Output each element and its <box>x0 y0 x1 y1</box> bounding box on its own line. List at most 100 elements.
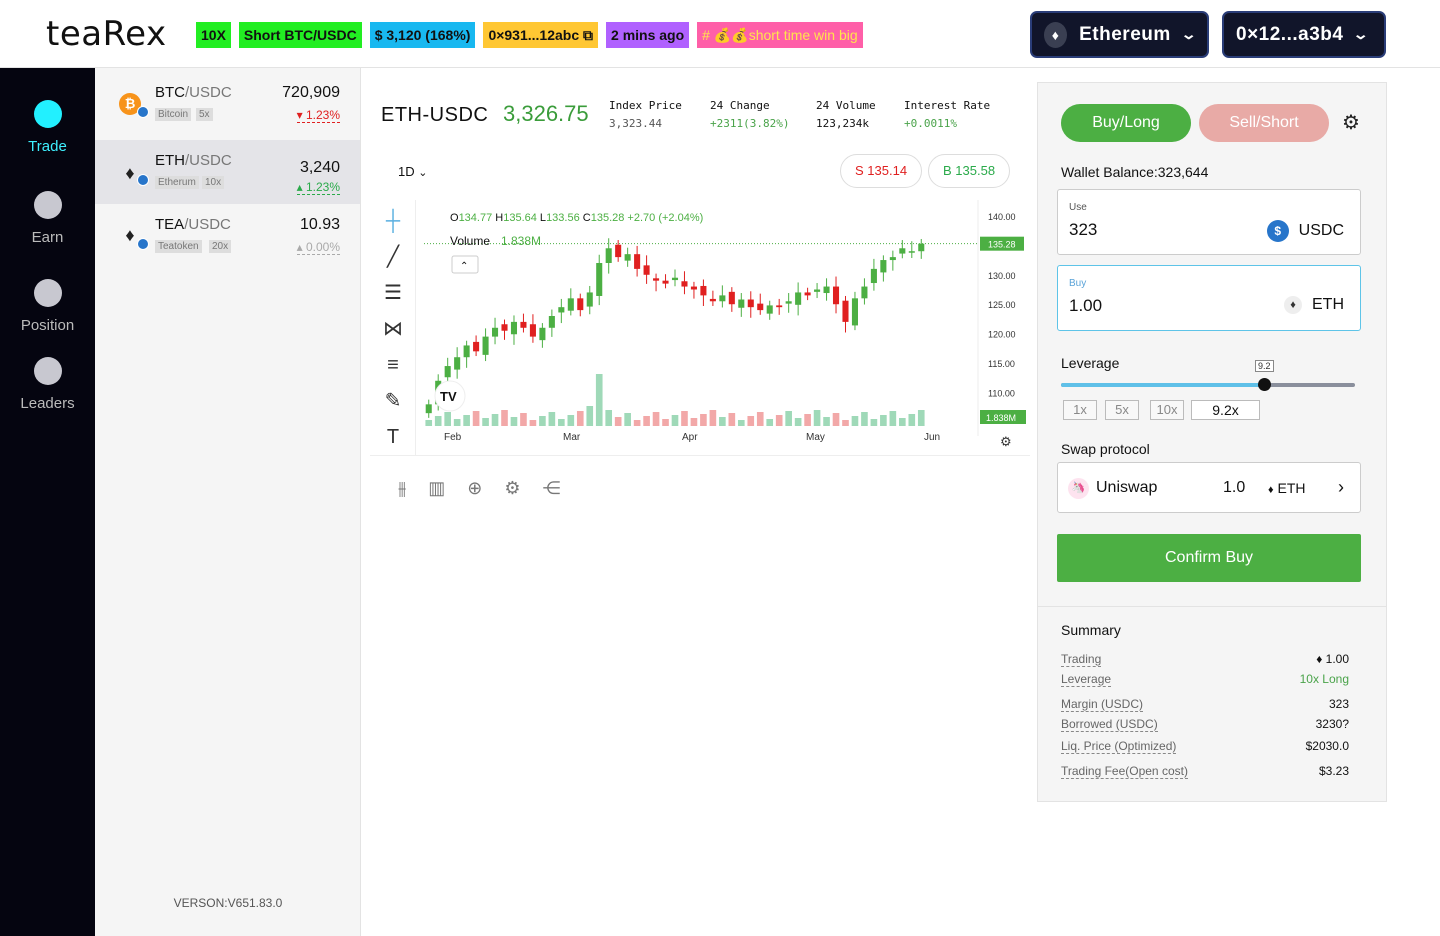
swap-protocol-selector[interactable]: 🦄 Uniswap 1.0 ♦ ETH › <box>1057 462 1361 513</box>
nav-label: Position <box>20 317 75 334</box>
price-chart[interactable]: ┼ ╱ ☰ ⋈ ≡ ✎ T 140.00135.00130.00125.0012… <box>370 200 1030 456</box>
sell-price-button[interactable]: S 135.14 <box>840 154 923 188</box>
summary-row-liq-price: Liq. Price (Optimized) $2030.0 <box>1061 739 1349 754</box>
summary-row-leverage: Leverage 10x Long <box>1061 672 1349 687</box>
indicators-icon[interactable]: ⫵ <box>398 478 407 498</box>
usdc-icon <box>137 174 149 186</box>
buy-long-tab[interactable]: Buy/Long <box>1061 104 1191 142</box>
share-icon[interactable]: ⋲ <box>542 478 561 498</box>
ticker-address-tag[interactable]: 0×931...12abc ⧉ <box>483 22 599 48</box>
forecast-icon[interactable]: ≡ <box>387 354 399 376</box>
trend-line-icon[interactable]: ╱ <box>386 246 400 268</box>
volume-bar <box>624 413 631 426</box>
crosshair-icon[interactable]: ┼ <box>385 210 401 232</box>
external-link-icon[interactable]: ⧉ <box>583 27 594 43</box>
ticker-promo-tag: # 💰💰short time win big <box>697 22 863 48</box>
pair-name: TEA/USDC <box>155 216 231 233</box>
nav-leaders[interactable]: Leaders <box>0 357 95 412</box>
position-icon <box>33 279 62 307</box>
candle-body <box>766 305 773 314</box>
left-nav: Trade Earn Position Leaders <box>0 68 95 936</box>
buy-amount-field[interactable]: Buy ♦ETH <box>1057 265 1361 331</box>
candle-body <box>747 299 754 308</box>
buy-amount-input[interactable] <box>1069 296 1229 316</box>
candlestick-plot[interactable]: 140.00135.00130.00125.00120.00115.00110.… <box>370 200 1030 456</box>
volume-bar <box>652 412 660 426</box>
logo[interactable]: teaRex <box>46 14 167 54</box>
add-circle-icon[interactable]: ⊕ <box>467 478 483 498</box>
chevron-down-icon: ⌄ <box>418 167 428 179</box>
volume-bar <box>491 414 499 426</box>
candle-body <box>842 300 849 322</box>
timeframe-selector[interactable]: 1D ⌄ <box>398 164 428 179</box>
bar-chart-icon[interactable]: ▥ <box>428 478 446 498</box>
market-symbol: ETH-USDC <box>381 104 489 126</box>
network-selector[interactable]: ♦ Ethereum ⌄ <box>1030 11 1209 58</box>
leverage-slider[interactable] <box>1061 378 1355 391</box>
candle-body <box>653 278 660 281</box>
candle-body <box>596 263 603 296</box>
last-price: 3,326.75 <box>503 101 589 126</box>
brush-icon[interactable]: ✎ <box>384 390 402 412</box>
volume-bar <box>595 374 603 426</box>
buy-price-button[interactable]: B 135.58 <box>928 154 1011 188</box>
volume-bar <box>662 419 669 426</box>
pair-item-btc[interactable]: ₿ BTC/USDC Bitcoin 5x 720,909 ▾ 1.23% <box>95 72 360 132</box>
volume-bar <box>520 413 527 426</box>
candle-body <box>918 243 925 252</box>
candle-body <box>548 316 555 328</box>
nav-earn[interactable]: Earn <box>0 191 95 246</box>
leverage-bubble: 9.2 <box>1255 360 1274 372</box>
leverage-preset-1x[interactable]: 1x <box>1063 400 1097 420</box>
fib-lines-icon[interactable]: ☰ <box>384 282 402 304</box>
pair-item-tea[interactable]: ♦ TEA/USDC Teatoken 20x 10.93 ▴ 0.00% <box>95 204 360 264</box>
candle-body <box>501 324 508 331</box>
pattern-icon[interactable]: ⋈ <box>383 318 403 340</box>
pair-leverage-chip: 5x <box>196 108 213 121</box>
candle-body <box>539 327 546 341</box>
summary-row-trading: Trading ♦ 1.00 <box>1061 652 1349 667</box>
volume-bar <box>472 411 480 426</box>
use-amount-input[interactable] <box>1069 220 1229 240</box>
leverage-preset-10x[interactable]: 10x <box>1150 400 1184 420</box>
gear-icon[interactable]: ⚙ <box>1342 112 1360 134</box>
use-amount-field[interactable]: Use $USDC <box>1057 189 1361 255</box>
pair-price: 10.93 <box>299 216 340 233</box>
collapse-legend-button <box>451 255 479 274</box>
pair-name: BTC/USDC <box>155 84 232 101</box>
leverage-preset-5x[interactable]: 5x <box>1105 400 1139 420</box>
volume-bar <box>567 415 575 426</box>
pair-item-eth[interactable]: ♦ ETH/USDC Etherum 10x 3,240 ▴ 1.23% <box>95 140 360 204</box>
wallet-selector[interactable]: 0×12...a3b4 ⌄ <box>1222 11 1386 58</box>
y-tick-label: 125.00 <box>988 300 1016 310</box>
nav-position[interactable]: Position <box>0 279 95 334</box>
volume-bar <box>558 419 565 426</box>
text-tool-icon[interactable]: T <box>386 426 400 448</box>
candle-body <box>463 345 470 358</box>
y-tick-label: 140.00 <box>988 212 1016 222</box>
sell-short-tab[interactable]: Sell/Short <box>1199 104 1329 142</box>
earn-icon <box>33 191 62 219</box>
summary-row-borrowed: Borrowed (USDC) 3230? <box>1061 717 1349 732</box>
candle-body <box>492 327 499 337</box>
y-tick-label: 130.00 <box>988 271 1016 281</box>
candle-body <box>719 295 726 302</box>
version-label: VERSON:V651.83.0 <box>173 896 283 910</box>
volume-bar <box>737 420 745 426</box>
volume-bar <box>823 417 830 426</box>
candle-body <box>558 307 565 313</box>
slider-handle[interactable] <box>1257 378 1271 391</box>
candle-body <box>709 298 716 302</box>
candle-body <box>908 251 915 253</box>
confirm-buy-button[interactable]: Confirm Buy <box>1057 534 1361 582</box>
leverage-label: Leverage <box>1061 355 1120 371</box>
volume-bar <box>434 416 442 426</box>
buy-token[interactable]: ♦ ETH <box>1284 296 1344 314</box>
candle-body <box>861 286 868 299</box>
chevron-down-icon: ⌄ <box>1180 26 1198 42</box>
settings-icon[interactable]: ⚙ <box>504 478 521 498</box>
nav-trade[interactable]: Trade <box>0 100 95 155</box>
leverage-input[interactable]: 9.2x <box>1191 400 1260 420</box>
volume-bar <box>880 415 887 426</box>
use-token[interactable]: $ USDC <box>1266 220 1344 242</box>
